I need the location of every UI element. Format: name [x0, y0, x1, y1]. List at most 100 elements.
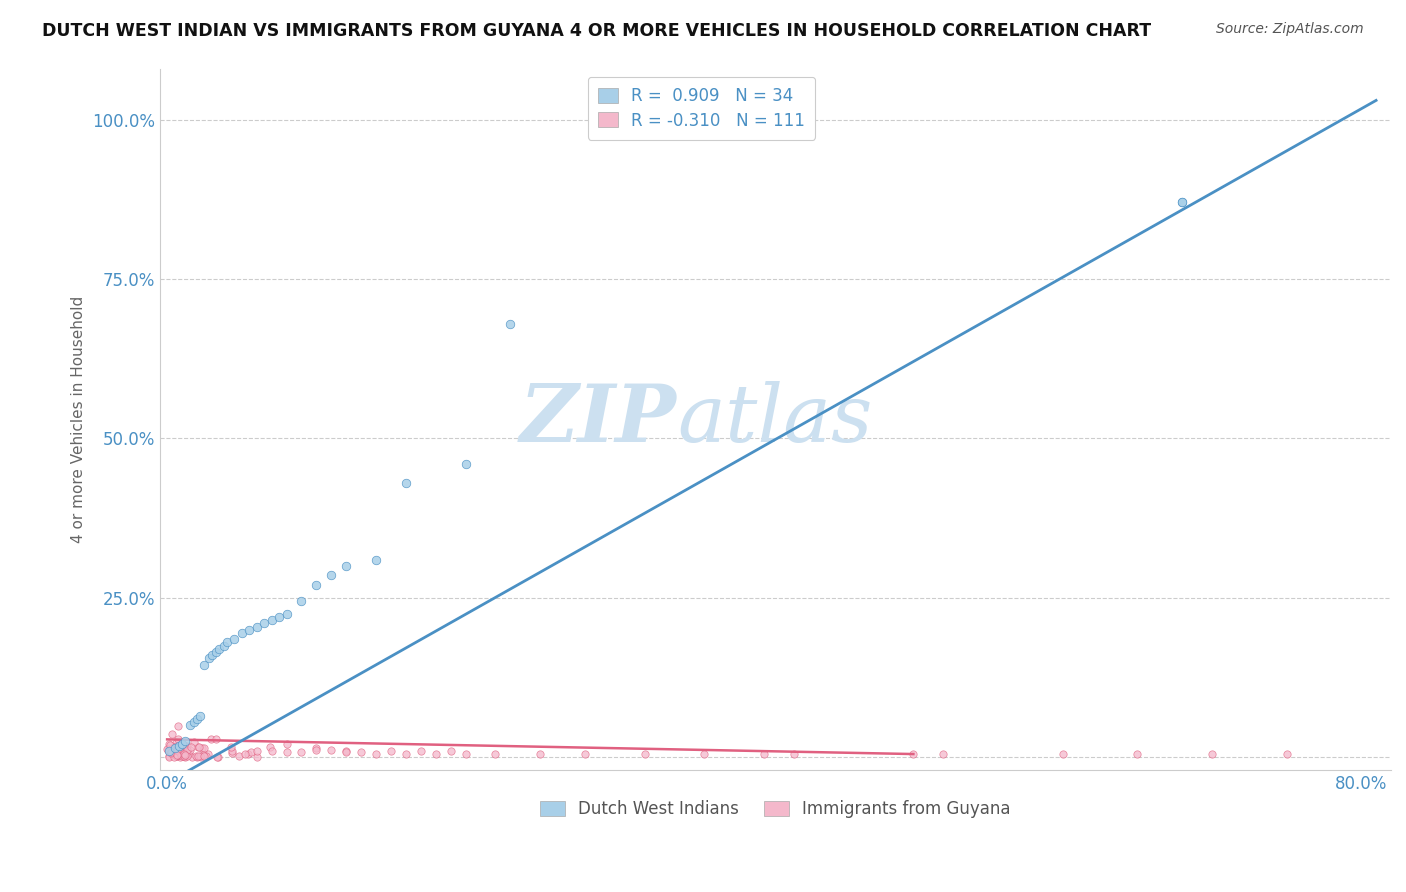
Point — [276, 745, 298, 759]
Point — [454, 747, 477, 761]
Point — [335, 558, 357, 573]
Point — [321, 568, 343, 582]
Point — [239, 745, 262, 759]
Point — [1052, 747, 1074, 761]
Point — [290, 594, 312, 608]
Point — [305, 740, 328, 755]
Point — [932, 747, 955, 761]
Point — [484, 747, 506, 761]
Point — [166, 748, 188, 763]
Point — [162, 727, 184, 741]
Point — [634, 747, 657, 761]
Point — [162, 746, 184, 760]
Point — [177, 747, 200, 761]
Point — [184, 749, 207, 764]
Point — [157, 740, 180, 755]
Point — [236, 747, 259, 762]
Point — [173, 747, 195, 761]
Point — [193, 741, 215, 756]
Point — [260, 613, 283, 627]
Point — [174, 747, 197, 762]
Point — [166, 742, 188, 756]
Point — [246, 744, 269, 758]
Point — [174, 734, 197, 748]
Point — [425, 747, 447, 761]
Point — [228, 749, 250, 764]
Point — [169, 745, 191, 759]
Point — [205, 645, 228, 659]
Point — [165, 748, 187, 763]
Point — [1275, 747, 1298, 761]
Point — [160, 742, 183, 756]
Text: ZIP: ZIP — [520, 381, 676, 458]
Point — [200, 732, 222, 747]
Point — [783, 747, 806, 761]
Text: Source: ZipAtlas.com: Source: ZipAtlas.com — [1216, 22, 1364, 37]
Point — [190, 740, 212, 755]
Point — [170, 747, 193, 761]
Point — [193, 749, 215, 764]
Point — [170, 749, 193, 764]
Point — [335, 745, 357, 759]
Point — [176, 748, 198, 763]
Point — [162, 740, 184, 755]
Point — [207, 749, 229, 764]
Point — [173, 744, 195, 758]
Point — [186, 750, 208, 764]
Point — [179, 743, 201, 757]
Point — [157, 749, 180, 764]
Point — [170, 738, 193, 752]
Point — [364, 552, 387, 566]
Point — [188, 708, 211, 723]
Point — [1201, 747, 1223, 761]
Point — [176, 743, 198, 757]
Point — [246, 619, 269, 633]
Point — [179, 718, 201, 732]
Point — [193, 748, 215, 763]
Point — [157, 750, 180, 764]
Point — [276, 607, 298, 621]
Point — [169, 739, 191, 753]
Point — [253, 616, 276, 631]
Point — [172, 747, 194, 761]
Point — [159, 739, 181, 753]
Point — [231, 626, 253, 640]
Point — [183, 715, 205, 730]
Point — [172, 742, 194, 756]
Point — [529, 747, 551, 761]
Point — [259, 740, 281, 755]
Point — [169, 740, 191, 755]
Point — [409, 744, 432, 758]
Point — [156, 742, 179, 756]
Point — [156, 743, 179, 757]
Point — [321, 742, 343, 756]
Point — [395, 747, 418, 761]
Point — [183, 735, 205, 749]
Point — [160, 746, 183, 760]
Point — [205, 732, 228, 747]
Point — [276, 738, 298, 752]
Point — [165, 749, 187, 764]
Point — [193, 657, 215, 672]
Point — [173, 747, 195, 761]
Point — [208, 641, 231, 656]
Point — [219, 740, 242, 755]
Point — [205, 750, 228, 764]
Point — [170, 737, 193, 751]
Point — [177, 746, 200, 760]
Point — [157, 737, 180, 751]
Point — [260, 744, 283, 758]
Point — [165, 736, 187, 750]
Point — [186, 712, 208, 726]
Point — [166, 748, 188, 763]
Point — [187, 749, 209, 764]
Point — [188, 739, 211, 754]
Point — [752, 747, 775, 761]
Y-axis label: 4 or more Vehicles in Household: 4 or more Vehicles in Household — [72, 295, 86, 543]
Point — [221, 746, 243, 760]
Point — [499, 317, 522, 331]
Point — [157, 744, 180, 758]
Point — [246, 750, 269, 764]
Text: DUTCH WEST INDIAN VS IMMIGRANTS FROM GUYANA 4 OR MORE VEHICLES IN HOUSEHOLD CORR: DUTCH WEST INDIAN VS IMMIGRANTS FROM GUY… — [42, 22, 1152, 40]
Point — [195, 749, 218, 764]
